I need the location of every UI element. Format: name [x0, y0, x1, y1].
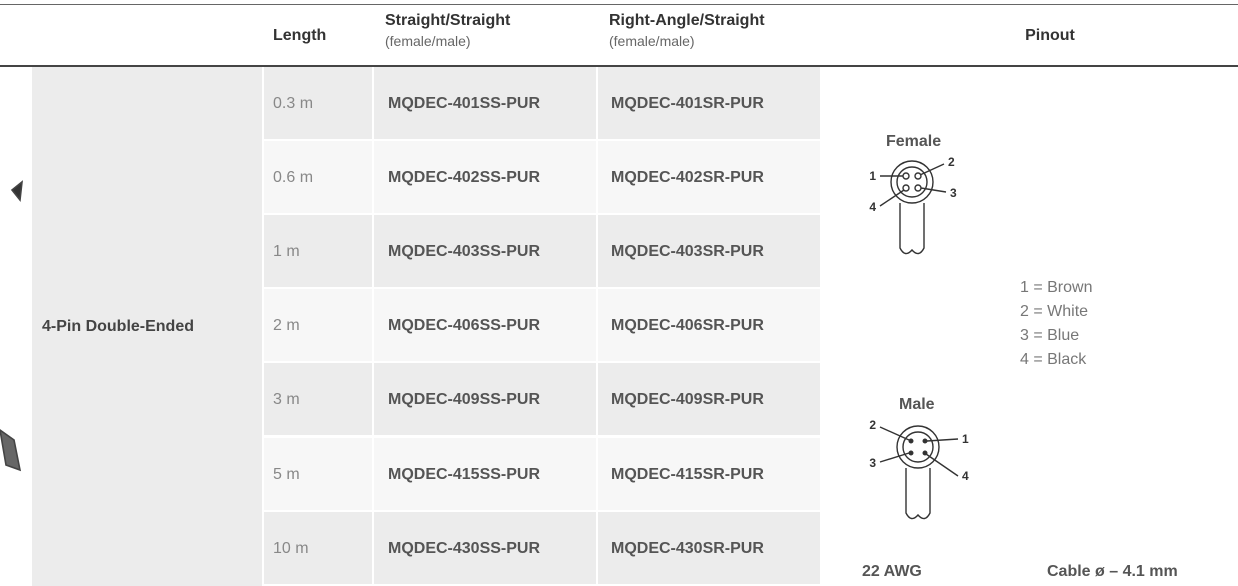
- pin-number: 2: [869, 418, 876, 432]
- part-number: MQDEC-401SR-PUR: [611, 95, 764, 113]
- row-bg: [598, 511, 820, 584]
- length: 1 m: [273, 243, 300, 261]
- header-sub: (female/male): [385, 33, 471, 49]
- part-number: MQDEC-430SR-PUR: [611, 539, 764, 557]
- cable-diameter: Cable ø – 4.1 mm: [1047, 563, 1178, 580]
- row-bg: [374, 289, 596, 362]
- length: 10 m: [273, 539, 309, 557]
- group-cell: [32, 67, 262, 586]
- part-number: MQDEC-401SS-PUR: [388, 95, 541, 113]
- length: 3 m: [273, 391, 300, 409]
- part-number: MQDEC-403SR-PUR: [611, 243, 764, 261]
- pin-number: 4: [869, 200, 876, 214]
- row-bg: [598, 363, 820, 436]
- header-label: Straight/Straight: [385, 12, 511, 29]
- row-bg: [598, 141, 820, 214]
- row-bg: [374, 215, 596, 288]
- pin-number: 3: [950, 186, 957, 200]
- row-bg: [374, 511, 596, 584]
- pin-number: 3: [869, 456, 876, 470]
- wire-color: 2 = White: [1020, 303, 1089, 320]
- pin-number: 1: [962, 432, 969, 446]
- header-sub: (female/male): [609, 33, 695, 49]
- male-connector: [879, 425, 959, 520]
- part-number: MQDEC-406SR-PUR: [611, 317, 764, 335]
- header-label: Pinout: [1025, 27, 1075, 44]
- part-number: MQDEC-409SR-PUR: [611, 391, 764, 409]
- male-label: Male: [899, 396, 935, 413]
- row-bg: [374, 141, 596, 214]
- row-bg: [374, 67, 596, 140]
- pin-number: 2: [948, 155, 955, 169]
- part-number: MQDEC-409SS-PUR: [388, 391, 541, 409]
- top-rule: [0, 4, 1238, 5]
- length: 2 m: [273, 317, 300, 335]
- row-bg: [598, 437, 820, 510]
- wire-color: 4 = Black: [1020, 351, 1087, 368]
- part-number: MQDEC-403SS-PUR: [388, 243, 541, 261]
- part-number: MQDEC-415SS-PUR: [388, 465, 541, 483]
- row-bg: [374, 363, 596, 436]
- gauge: 22 AWG: [862, 563, 922, 580]
- length: 0.3 m: [273, 95, 314, 113]
- group-label: 4-Pin Double-Ended: [42, 318, 194, 335]
- wire-color: 1 = Brown: [1020, 279, 1093, 296]
- row-bg: [598, 215, 820, 288]
- female-connector: [879, 160, 947, 255]
- part-number: MQDEC-415SR-PUR: [611, 465, 764, 483]
- row-bg: [264, 437, 372, 510]
- part-number: MQDEC-406SS-PUR: [388, 317, 541, 335]
- row-bg: [264, 141, 372, 214]
- part-number: MQDEC-402SR-PUR: [611, 169, 764, 187]
- row-bg: [598, 289, 820, 362]
- row-bg: [264, 511, 372, 584]
- row-bg: [264, 67, 372, 140]
- header-label: Right-Angle/Straight: [609, 12, 765, 29]
- row-bg: [598, 67, 820, 140]
- wire-color: 3 = Blue: [1020, 327, 1080, 344]
- part-number: MQDEC-430SS-PUR: [388, 539, 541, 557]
- part-number: MQDEC-402SS-PUR: [388, 169, 541, 187]
- female-label: Female: [886, 133, 942, 150]
- length: 5 m: [273, 465, 300, 483]
- pin-number: 1: [869, 169, 876, 183]
- header-rule: [0, 65, 1238, 67]
- row-bg: [374, 437, 596, 510]
- row-bg: [264, 215, 372, 288]
- length: 0.6 m: [273, 169, 314, 187]
- header-label: Length: [273, 27, 327, 44]
- row-bg: [264, 363, 372, 436]
- row-bg: [264, 289, 372, 362]
- pin-number: 4: [962, 469, 969, 483]
- cable-photo: [0, 180, 24, 472]
